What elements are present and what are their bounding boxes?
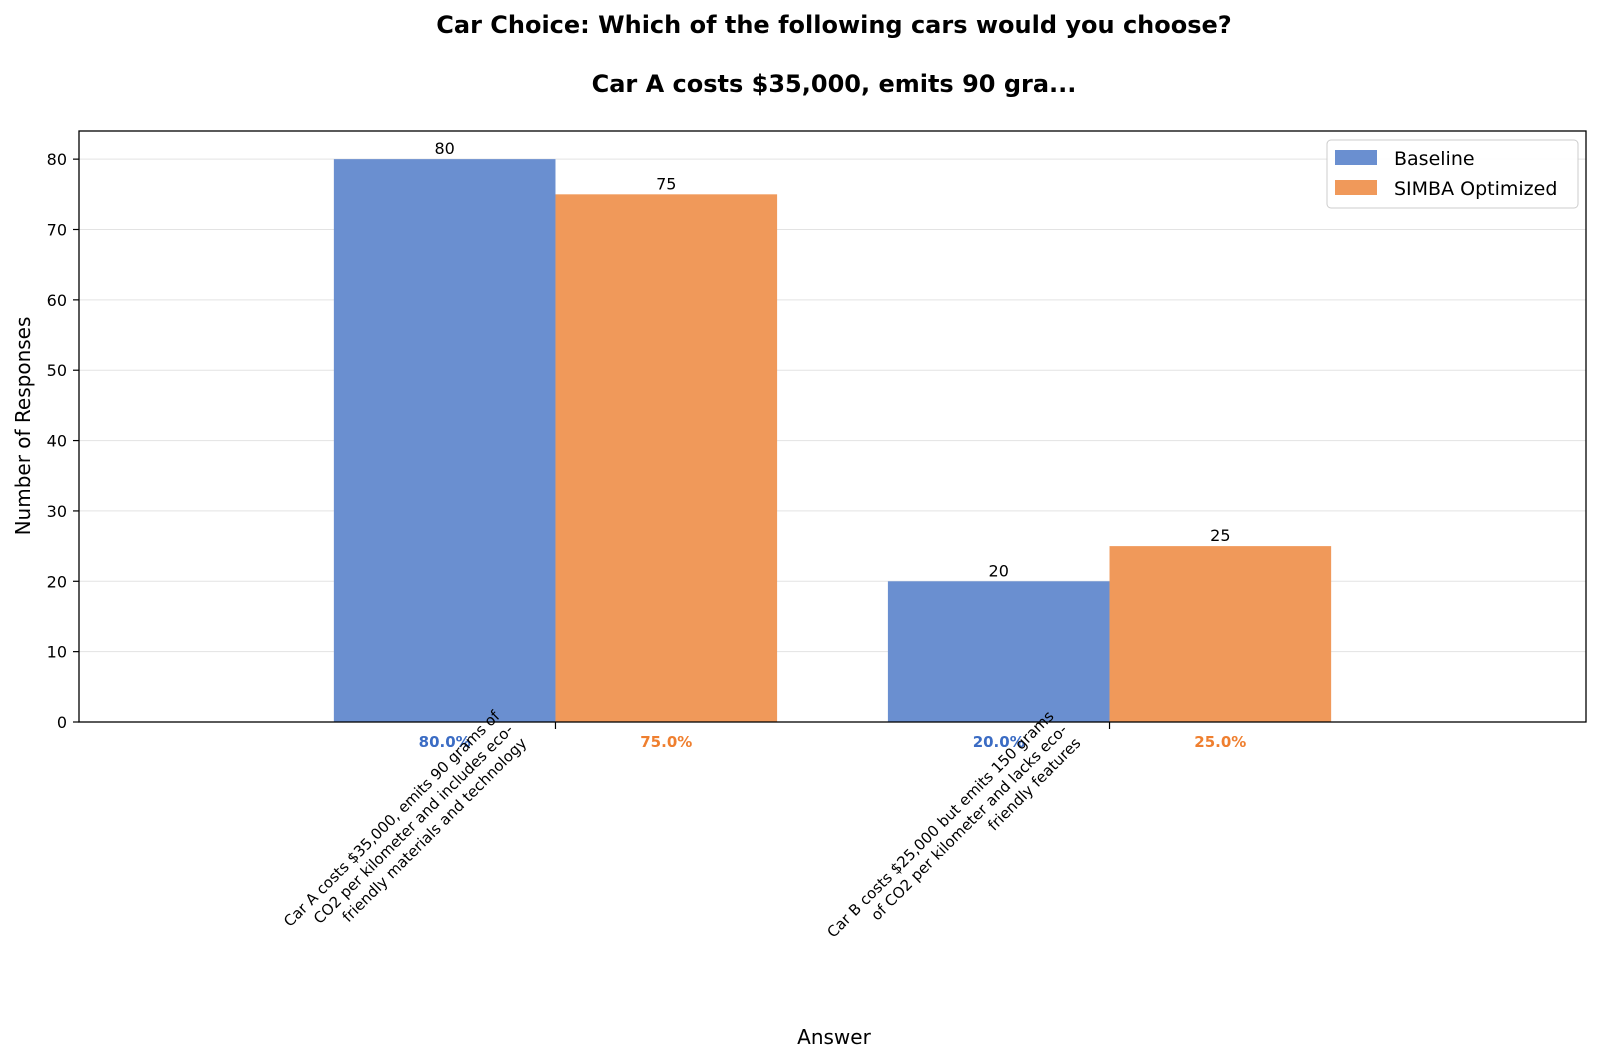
percent-label: 25.0% — [1194, 733, 1246, 751]
category-label-line: Car B costs $25,000 but emits 150 grams — [823, 707, 1057, 941]
x-axis-ticks — [554, 722, 1111, 729]
bars — [333, 159, 1332, 723]
bar — [1109, 546, 1332, 722]
bar — [333, 159, 556, 723]
y-tick-label: 10 — [47, 643, 67, 662]
bar-value-label: 75 — [656, 174, 676, 193]
y-tick-label: 80 — [47, 150, 67, 169]
bar-value-labels: 80 20 75 25 — [434, 139, 1230, 580]
chart-title: Car Choice: Which of the following cars … — [436, 11, 1231, 39]
legend-label-baseline: Baseline — [1394, 148, 1475, 170]
bar — [555, 194, 778, 723]
legend-swatch-simba — [1335, 180, 1377, 195]
y-axis-ticks: 0 10 20 30 40 50 60 70 80 — [47, 150, 79, 732]
y-tick-label: 30 — [47, 502, 67, 521]
x-axis-label: Answer — [797, 1025, 871, 1049]
bar-value-label: 80 — [434, 139, 454, 158]
plot-area-frame — [78, 130, 1587, 723]
category-label-line: of CO2 per kilometer and lacks eco- — [867, 721, 1071, 925]
legend-label-simba: SIMBA Optimized — [1394, 178, 1557, 200]
y-axis-label: Number of Responses — [11, 317, 35, 536]
y-tick-label: 40 — [47, 432, 67, 451]
bar-value-label: 25 — [1210, 526, 1230, 545]
y-tick-label: 70 — [47, 221, 67, 240]
y-tick-label: 0 — [57, 713, 67, 732]
percent-label: 80.0% — [419, 733, 471, 751]
category-label: Car A costs $35,000, emits 90 grams ofCO… — [280, 707, 530, 931]
legend: Baseline SIMBA Optimized — [1326, 139, 1579, 209]
percent-label: 20.0% — [973, 733, 1025, 751]
category-label: Car B costs $25,000 but emits 150 gramso… — [823, 707, 1084, 941]
y-tick-label: 60 — [47, 291, 67, 310]
y-tick-label: 50 — [47, 361, 67, 380]
percent-label: 75.0% — [640, 733, 692, 751]
chart-subtitle: Car A costs $35,000, emits 90 gra... — [592, 70, 1077, 98]
legend-box — [1326, 139, 1579, 209]
legend-swatch-baseline — [1335, 150, 1377, 165]
bar — [887, 581, 1110, 722]
percent-labels: 80.0% 20.0% 75.0% 25.0% — [419, 733, 1247, 751]
gridlines — [79, 158, 1586, 653]
category-label-line: Car A costs $35,000, emits 90 grams of — [280, 707, 504, 931]
y-tick-label: 20 — [47, 572, 67, 591]
bar-value-label: 20 — [989, 561, 1009, 580]
category-label-line: CO2 per kilometer and includes eco- — [310, 721, 517, 928]
